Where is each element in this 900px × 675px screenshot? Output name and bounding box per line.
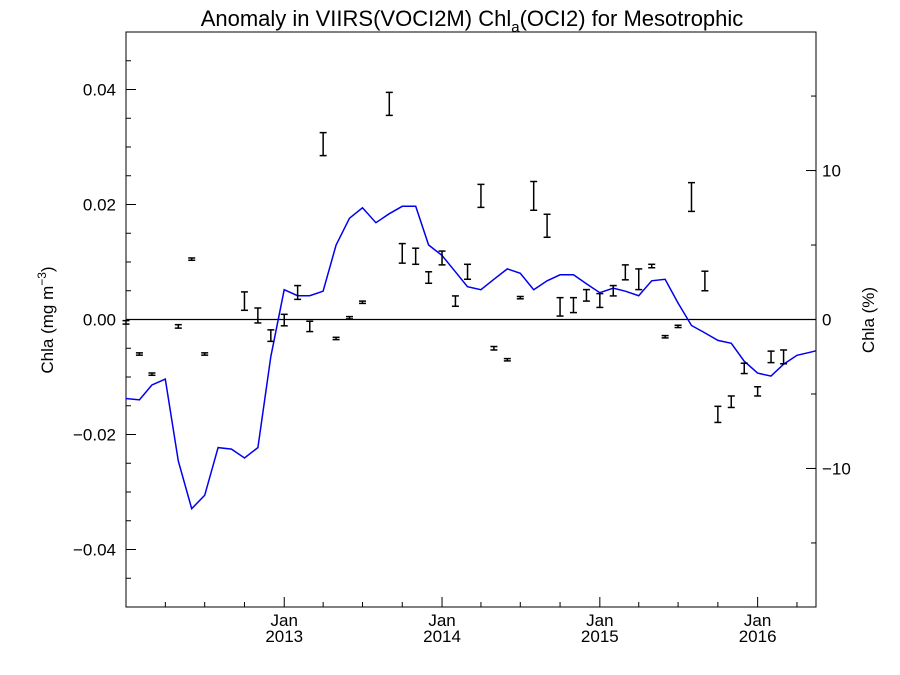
left-tick-label: −0.02 — [73, 426, 116, 445]
left-tick-label: 0.04 — [83, 81, 116, 100]
error-bar — [674, 324, 682, 329]
error-bar — [412, 247, 420, 266]
title-prefix: Anomaly in VIIRS(VOCI2M) Chl — [201, 6, 512, 31]
right-y-axis: 10 0 −10 — [806, 95, 851, 544]
error-bar — [648, 263, 656, 269]
left-y-axis-title: Chla (mg m−3) — [35, 266, 57, 373]
error-bar — [490, 345, 498, 351]
x-tick-month-label: Jan — [744, 611, 771, 630]
error-bar — [727, 395, 735, 409]
x-tick-month-label: Jan — [271, 611, 298, 630]
error-bar — [687, 181, 695, 213]
error-bar — [425, 271, 433, 285]
error-bar — [332, 336, 340, 341]
right-tick-label: 0 — [822, 311, 831, 330]
title-suffix: (OCI2) for Mesotrophic — [520, 6, 744, 31]
error-bar — [201, 352, 209, 356]
error-bar — [135, 352, 143, 356]
x-tick-year-label: 2013 — [265, 627, 303, 646]
error-bar — [740, 362, 748, 375]
error-bar — [543, 213, 551, 239]
error-bar — [280, 313, 288, 327]
error-bar — [464, 263, 472, 280]
error-bar — [451, 295, 459, 308]
x-tick-year-label: 2015 — [581, 627, 619, 646]
error-bar — [503, 357, 511, 362]
error-bar — [385, 91, 393, 117]
error-bar — [477, 183, 485, 209]
x-tick-month-label: Jan — [586, 611, 613, 630]
error-bar — [621, 264, 629, 281]
error-bar — [754, 386, 762, 397]
left-y-title-superscript: −3 — [35, 272, 49, 286]
error-bar — [319, 131, 327, 157]
right-tick-label: −10 — [822, 459, 851, 478]
right-tick-label: 10 — [822, 162, 841, 181]
error-bar — [174, 323, 182, 329]
error-bar — [582, 288, 590, 302]
error-bar — [122, 319, 130, 325]
error-bar — [516, 295, 524, 300]
error-bar — [438, 250, 446, 266]
percent-anomaly-line — [125, 205, 817, 511]
left-y-title-base: Chla (mg m — [38, 286, 57, 374]
error-bar — [346, 315, 354, 320]
error-bar — [661, 334, 669, 339]
title-subscript: a — [511, 19, 520, 36]
error-bar — [240, 291, 248, 312]
left-tick-label: −0.04 — [73, 541, 116, 560]
left-y-title-close: ) — [38, 266, 57, 272]
left-y-axis: 0.04 0.02 0.00 −0.02 −0.04 — [73, 31, 136, 608]
error-bar — [306, 320, 314, 333]
left-tick-label: 0.00 — [83, 311, 116, 330]
chart-title: Anomaly in VIIRS(VOCI2M) Chla(OCI2) for … — [201, 6, 744, 36]
right-y-axis-title: Chla (%) — [859, 287, 878, 353]
plot-area — [122, 91, 817, 511]
error-bar — [556, 296, 564, 317]
error-bar — [780, 349, 788, 365]
x-tick-year-label: 2014 — [423, 627, 461, 646]
error-bar — [530, 180, 538, 211]
x-tick-month-label: Jan — [428, 611, 455, 630]
x-tick-year-label: 2016 — [739, 627, 777, 646]
error-bar — [569, 296, 577, 314]
error-bar — [267, 329, 275, 343]
error-bar — [148, 372, 156, 377]
error-bar — [358, 300, 366, 305]
error-bar — [635, 268, 643, 291]
error-bar — [609, 284, 617, 297]
error-bar — [701, 270, 709, 292]
error-bar — [294, 284, 302, 301]
error-bar — [188, 257, 196, 262]
error-bar — [596, 292, 604, 309]
error-bar — [254, 307, 262, 324]
error-bar — [398, 242, 406, 264]
left-tick-label: 0.02 — [83, 196, 116, 215]
error-bar — [714, 405, 722, 424]
error-bar — [767, 350, 775, 364]
